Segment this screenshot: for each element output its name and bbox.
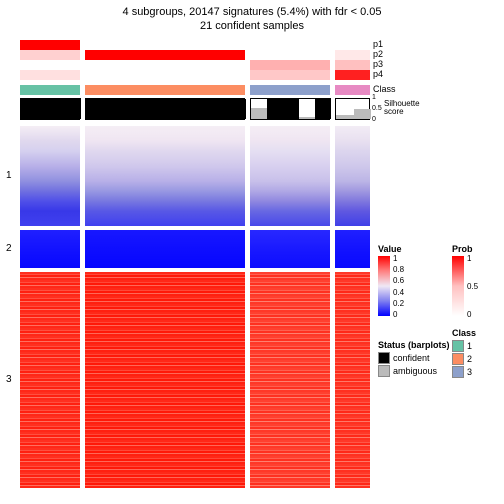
heatmap-block bbox=[335, 126, 370, 226]
prob-track-p3: p3 bbox=[20, 60, 365, 70]
heatmap-block bbox=[250, 272, 330, 488]
class-track: Class bbox=[20, 85, 365, 95]
heatmap-block bbox=[335, 272, 370, 488]
legend-prob: Prob00.51 bbox=[452, 244, 488, 316]
heatmap-block bbox=[20, 126, 80, 226]
row-cluster-label: 3 bbox=[6, 374, 12, 385]
heatmap-block bbox=[20, 230, 80, 268]
heatmap-block bbox=[85, 230, 245, 268]
silhouette-tick: 0.5 bbox=[372, 105, 382, 112]
prob-label: p1 bbox=[373, 40, 383, 49]
heatmap-block bbox=[85, 126, 245, 226]
heatmap-block bbox=[85, 272, 245, 488]
prob-label: p4 bbox=[373, 70, 383, 79]
prob-track-p4: p4 bbox=[20, 70, 365, 80]
silhouette-label: Silhouettescore bbox=[384, 100, 420, 115]
heatmap-block bbox=[20, 272, 80, 488]
silhouette-panel bbox=[335, 98, 370, 120]
legend-status-barplots-: Status (barplots)confidentambiguous bbox=[378, 340, 450, 378]
silhouette-panel bbox=[85, 98, 245, 120]
silhouette-tick: 0 bbox=[372, 116, 376, 123]
prob-label: p2 bbox=[373, 50, 383, 59]
title-line-1: 4 subgroups, 20147 signatures (5.4%) wit… bbox=[0, 5, 504, 19]
silhouette-panel bbox=[250, 98, 330, 120]
title-line-2: 21 confident samples bbox=[0, 19, 504, 33]
prob-track-p1: p1 bbox=[20, 40, 365, 50]
silhouette-tick: 1 bbox=[372, 94, 376, 101]
prob-label: p3 bbox=[373, 60, 383, 69]
row-cluster-label: 2 bbox=[6, 243, 12, 254]
legend-value: Value00.20.40.60.81 bbox=[378, 244, 414, 316]
prob-track-p2: p2 bbox=[20, 50, 365, 60]
heatmap-block bbox=[335, 230, 370, 268]
heatmap-block bbox=[250, 126, 330, 226]
legend-class: Class123 bbox=[452, 328, 476, 379]
silhouette-panel bbox=[20, 98, 80, 120]
heatmap-block bbox=[250, 230, 330, 268]
row-cluster-label: 1 bbox=[6, 170, 12, 181]
class-label: Class bbox=[373, 85, 396, 94]
